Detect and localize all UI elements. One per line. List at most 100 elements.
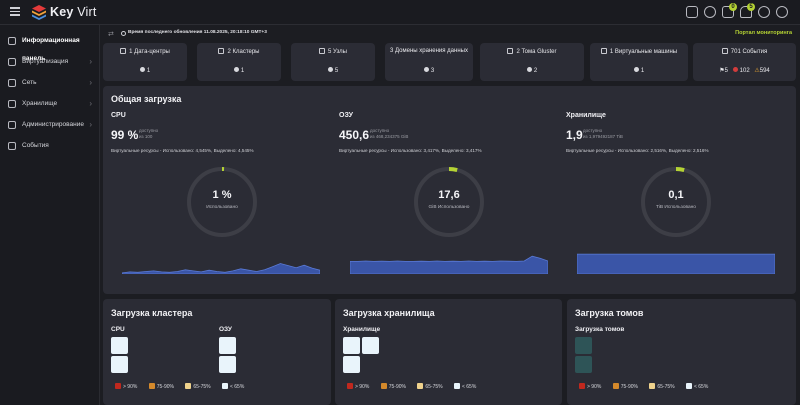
sidebar-item-network[interactable]: Сеть › bbox=[0, 74, 100, 92]
ram-available-caption: доступно из 468,234375 GiB bbox=[370, 128, 409, 139]
status-ok-icon bbox=[327, 67, 333, 72]
summary-card-gluster-volumes[interactable]: 2 Тома Gluster 2 bbox=[480, 43, 584, 81]
summary-card-storage-domains[interactable]: 3 Домены хранения данных 3 bbox=[385, 43, 473, 81]
sidebar-item-label: Хранилище bbox=[22, 100, 58, 107]
storage-title: Хранилище bbox=[566, 112, 606, 119]
sidebar-item-dashboard[interactable]: Информационная панель bbox=[0, 32, 100, 62]
cpu-usage-sparkline bbox=[122, 263, 320, 274]
host-icon bbox=[319, 48, 325, 54]
storage-load-cell[interactable] bbox=[343, 356, 360, 373]
volume-load-cell[interactable] bbox=[575, 337, 592, 354]
chevron-right-icon: › bbox=[89, 78, 92, 87]
card-status: 1 bbox=[146, 68, 151, 74]
storage-virtual-resources: Виртуальные ресурсы - Использовано: 2,51… bbox=[566, 148, 709, 153]
flag-icon: ⚑ bbox=[719, 68, 725, 74]
info-bar: ⇄ Время последнего обновления 11.08.2025… bbox=[100, 27, 800, 41]
legend-swatch-low bbox=[685, 383, 692, 389]
card-status: 5 bbox=[334, 68, 339, 74]
summary-card-hosts[interactable]: 5 Узлы 5 bbox=[291, 43, 375, 81]
card-title: 2 Кластеры bbox=[227, 49, 260, 55]
history-icon[interactable] bbox=[704, 6, 716, 18]
monitoring-portal-link[interactable]: Портал мониторинга bbox=[735, 30, 792, 36]
storage-gauge: 0,1 TiB Использовано bbox=[638, 164, 714, 240]
chevron-right-icon: › bbox=[89, 57, 92, 66]
storage-load-cell[interactable] bbox=[343, 337, 360, 354]
cluster-ram-cell[interactable] bbox=[219, 356, 236, 373]
help-icon[interactable] bbox=[758, 6, 770, 18]
sidebar-item-label: Сеть bbox=[22, 79, 37, 86]
summary-card-events[interactable]: 701 События ⚑5 102 ⚠594 bbox=[693, 43, 796, 81]
storage-gauge-ring bbox=[641, 167, 711, 237]
volumes-load-panel: Загрузка томов Загрузка томов > 90% 75-9… bbox=[567, 299, 796, 405]
sidebar-item-admin[interactable]: Администрирование › bbox=[0, 116, 100, 134]
summary-card-clusters[interactable]: 2 Кластеры 1 bbox=[197, 43, 281, 81]
ram-section: ОЗУ 450,6 доступно из 468,234375 GiB Вирт… bbox=[339, 112, 559, 153]
storage-sparkline-area bbox=[577, 253, 775, 274]
cluster-heat-legend: > 90% 75-90% 65-75% < 65% bbox=[115, 383, 254, 390]
storage-usage-sparkline bbox=[577, 253, 775, 274]
refresh-icon[interactable]: ⇄ bbox=[108, 31, 114, 38]
sidebar-item-storage[interactable]: Хранилище › bbox=[0, 95, 100, 113]
events-icon bbox=[8, 142, 16, 150]
vm-icon bbox=[600, 48, 607, 54]
card-status: 1 bbox=[640, 68, 645, 74]
cpu-title: CPU bbox=[111, 112, 126, 119]
virtualization-icon bbox=[8, 58, 16, 66]
legend-swatch-high bbox=[148, 383, 155, 389]
bookmark-icon[interactable] bbox=[686, 6, 698, 18]
legend-swatch-critical bbox=[347, 383, 353, 389]
menu-icon[interactable] bbox=[10, 7, 20, 16]
storage-load-title: Загрузка хранилища bbox=[343, 308, 435, 318]
error-icon bbox=[732, 67, 738, 72]
cluster-cpu-cell[interactable] bbox=[111, 356, 128, 373]
tasks-icon[interactable] bbox=[722, 6, 734, 18]
ram-title: ОЗУ bbox=[339, 112, 353, 119]
legend-swatch-medium bbox=[185, 383, 192, 389]
sidebar-item-events[interactable]: События bbox=[0, 137, 100, 155]
warning-icon: ⚠ bbox=[754, 68, 760, 74]
volume-icon bbox=[507, 48, 514, 54]
volumes-heat-legend: > 90% 75-90% 65-75% < 65% bbox=[579, 383, 718, 390]
chevron-right-icon: › bbox=[89, 120, 92, 129]
legend-swatch-low bbox=[221, 383, 228, 389]
card-status: 2 bbox=[533, 68, 538, 74]
ram-gauge-value: 17,6 bbox=[438, 189, 460, 201]
brand-name: Key Virt bbox=[50, 5, 97, 19]
cpu-available: 99 % bbox=[111, 128, 139, 142]
legend-swatch-high bbox=[612, 383, 619, 389]
card-title: 1 Виртуальные машины bbox=[609, 49, 678, 55]
cluster-load-title: Загрузка кластера bbox=[111, 308, 193, 318]
legend-swatch-medium bbox=[649, 383, 656, 389]
storage-gauge-label: TiB Использовано bbox=[656, 205, 696, 210]
cpu-gauge-arc bbox=[187, 167, 257, 237]
legend-swatch-critical bbox=[579, 383, 585, 389]
legend-swatch-medium bbox=[417, 383, 424, 389]
cpu-sparkline-area bbox=[122, 263, 320, 274]
ram-virtual-resources: Виртуальные ресурсы - Использовано: 3,41… bbox=[339, 148, 482, 153]
cluster-load-panel: Загрузка кластера CPU ОЗУ > 90% 75-90% 6… bbox=[103, 299, 331, 405]
sidebar-item-virtualization[interactable]: Виртуализация › bbox=[0, 53, 100, 71]
card-title: 2 Тома Gluster bbox=[516, 49, 557, 55]
summary-card-datacenters[interactable]: 1 Дата-центры 1 bbox=[103, 43, 187, 81]
summary-card-vms[interactable]: 1 Виртуальные машины 1 bbox=[590, 43, 688, 81]
storage-load-cell[interactable] bbox=[362, 337, 379, 354]
user-icon[interactable] bbox=[776, 6, 788, 18]
cpu-gauge-label: Использовано bbox=[206, 205, 238, 210]
cpu-gauge-ring bbox=[187, 167, 257, 237]
cluster-ram-cell[interactable] bbox=[219, 337, 236, 354]
volume-load-cell[interactable] bbox=[575, 356, 592, 373]
notifications-icon[interactable] bbox=[740, 6, 752, 18]
status-ok-icon bbox=[423, 67, 429, 72]
storage-heat-legend: > 90% 75-90% 65-75% < 65% bbox=[347, 383, 486, 390]
cpu-virtual-resources: Виртуальные ресурсы - Использовано: 4,54… bbox=[111, 148, 254, 153]
admin-icon bbox=[8, 121, 16, 129]
clock-icon bbox=[121, 31, 126, 36]
storage-section: Хранилище 1,9 доступно из 1,979492187 TiB… bbox=[566, 112, 786, 153]
cluster-cpu-cell[interactable] bbox=[111, 337, 128, 354]
sidebar-item-label: События bbox=[22, 142, 49, 149]
ram-gauge-ring bbox=[414, 167, 484, 237]
tasks-badge: 0 bbox=[729, 3, 737, 11]
top-bar: Key Virt 0 5 bbox=[0, 0, 800, 25]
sidebar-item-label: Виртуализация bbox=[22, 58, 69, 65]
events-warning-count: 594 bbox=[759, 68, 770, 74]
